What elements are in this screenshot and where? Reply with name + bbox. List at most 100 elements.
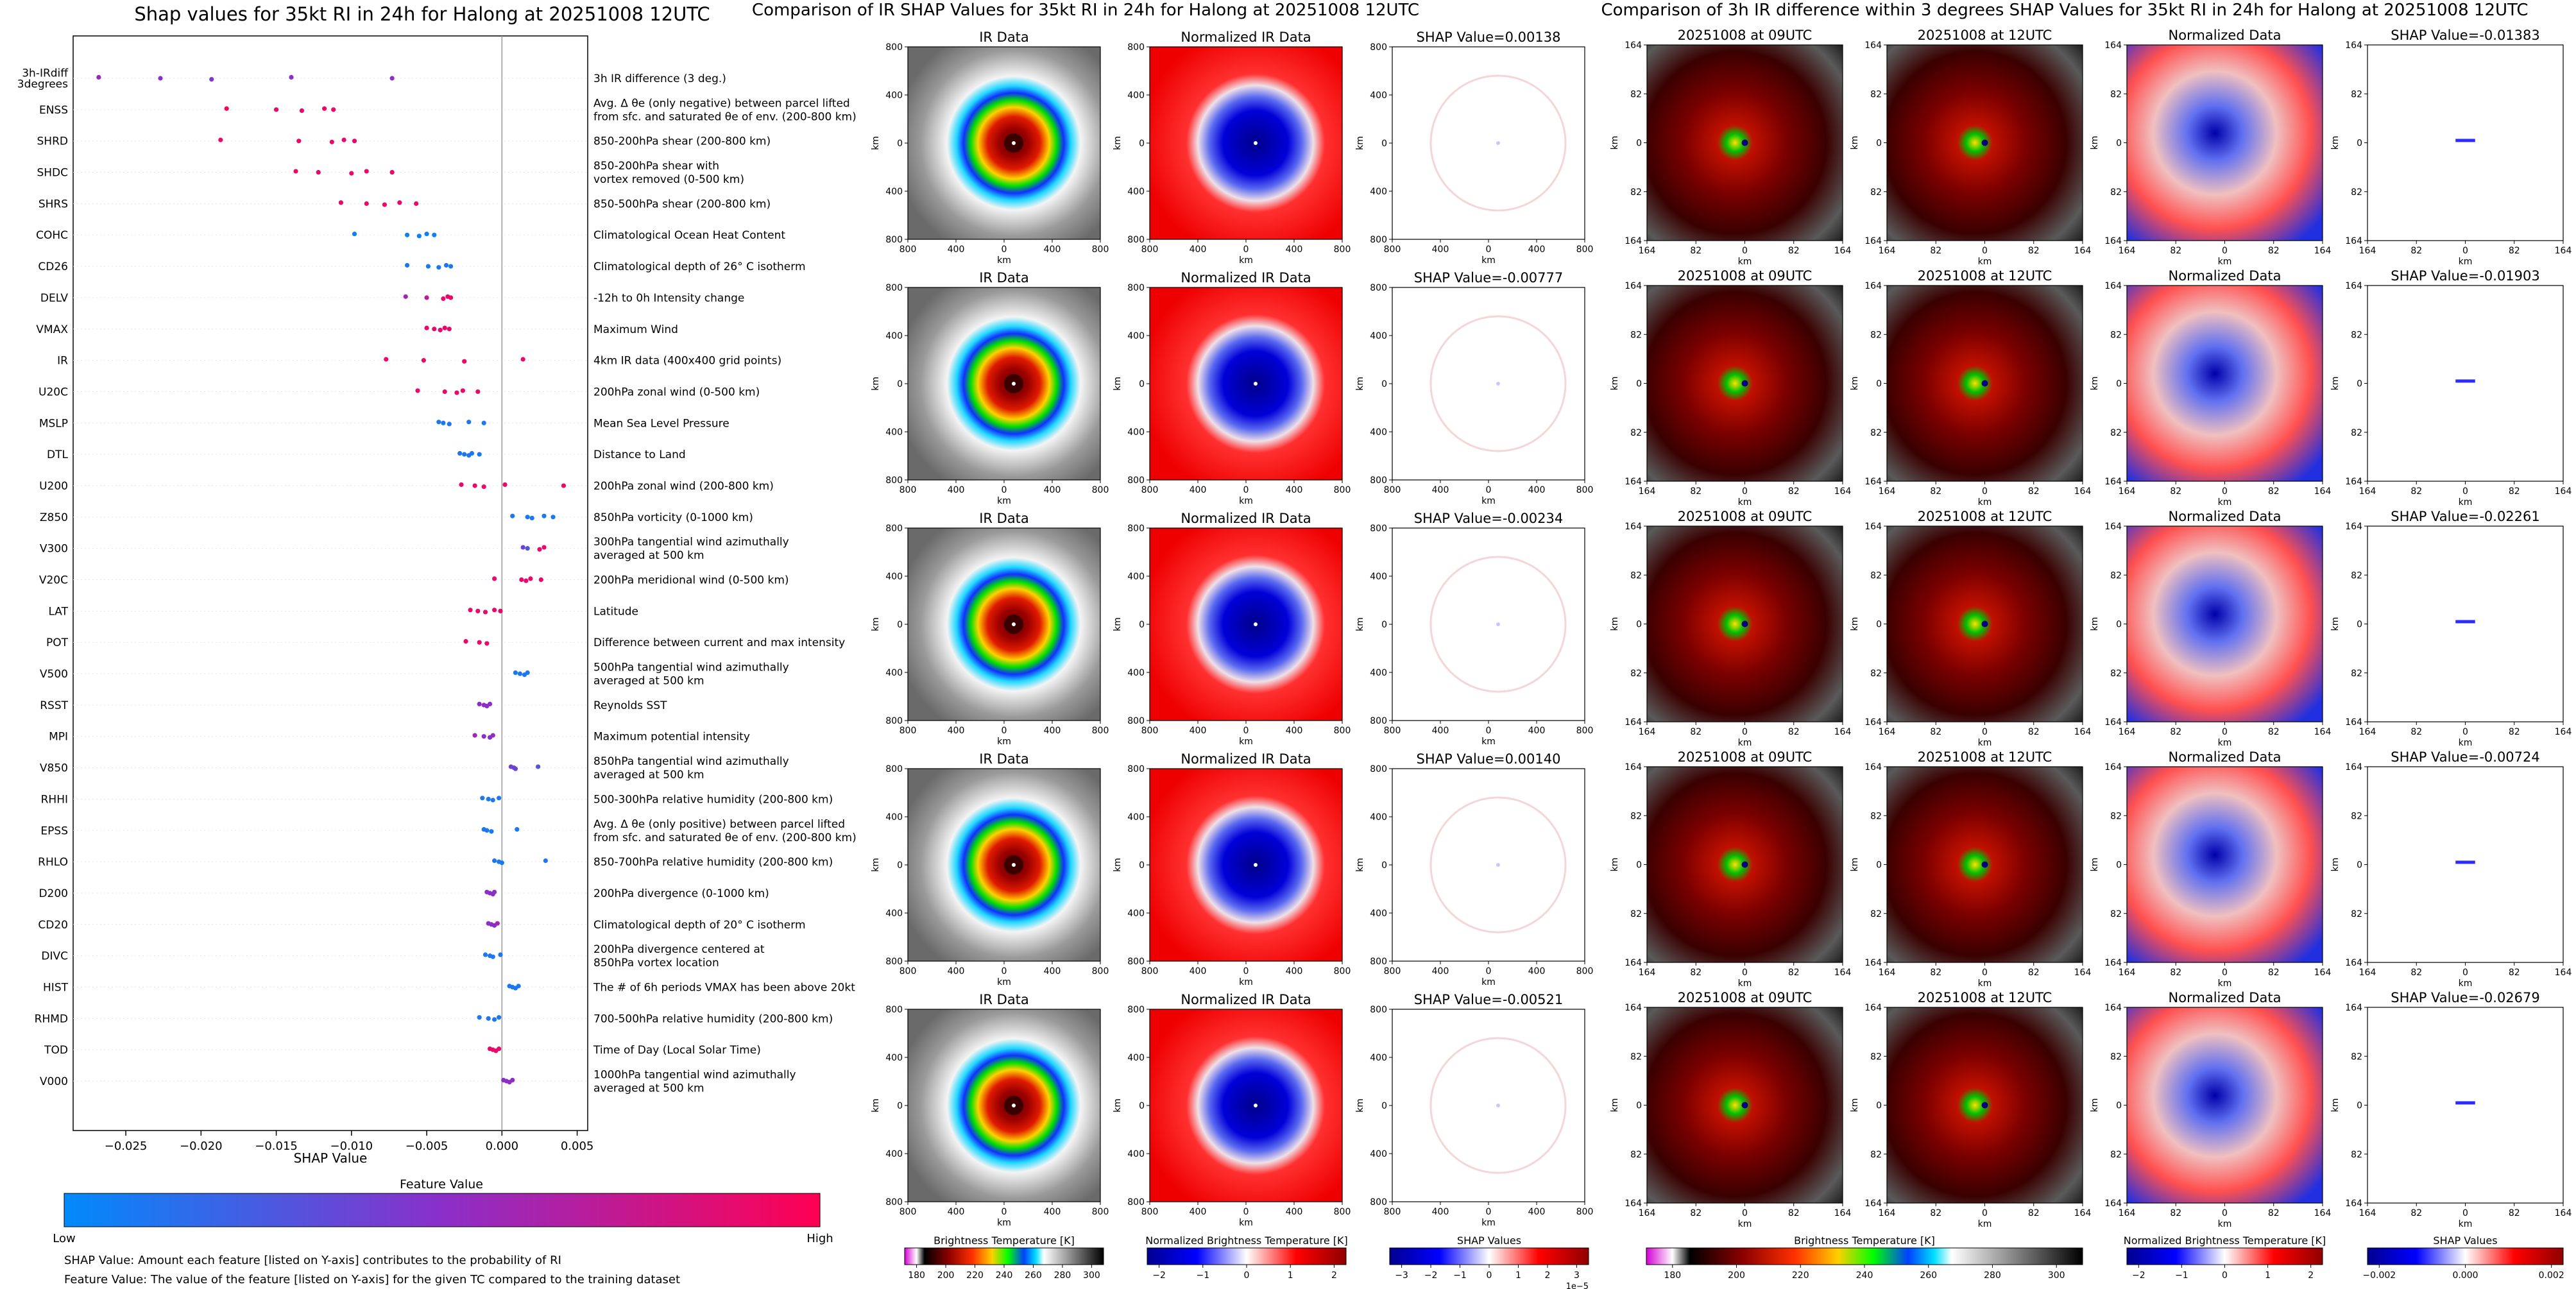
panel-x-tick-label: 800: [1384, 726, 1401, 736]
panel-y-tick-label: 164: [1864, 40, 1882, 51]
panel-x-tick-label: 164: [1834, 968, 1852, 978]
shap-point: [498, 608, 503, 613]
panel-x-tick-label: 0: [1486, 1207, 1492, 1217]
panel-y-tick-label: 0: [1381, 139, 1387, 149]
panel-y-tick-label: 0: [1636, 860, 1642, 871]
feature-name-label: MPI: [49, 731, 68, 744]
panel-title: Normalized Data: [2169, 509, 2282, 524]
panel-ylabel: km: [1355, 617, 1365, 631]
panel-y-tick-label: 82: [1870, 669, 1882, 679]
shap-point: [442, 389, 447, 395]
panel-x-tick-label: 164: [2119, 727, 2136, 737]
colorbar-tick-label: 220: [1792, 1270, 1809, 1281]
panel-x-tick-label: 82: [1690, 727, 1702, 737]
panel-y-tick-label: 0: [2357, 860, 2362, 871]
panel-y-tick-label: 164: [2345, 281, 2362, 291]
panel-x-tick-label: 400: [1044, 485, 1061, 495]
shap-point: [489, 829, 494, 834]
panel-title: Normalized IR Data: [1181, 751, 1311, 767]
panel-x-tick-label: 400: [1528, 966, 1546, 977]
panel-x-tick-label: 400: [1190, 726, 1207, 736]
panel-y-tick-label: 800: [1127, 1005, 1145, 1015]
shap-point: [389, 169, 395, 175]
panel-y-tick-label: 800: [885, 1197, 903, 1208]
shap-point: [484, 828, 490, 833]
shap-point: [502, 482, 508, 487]
panel-x-tick-label: 82: [2170, 727, 2181, 737]
image-panel: Normalized Data1641648282008282164164kmk…: [2090, 749, 2331, 989]
shap-center-blob: [2455, 379, 2475, 383]
shap-point: [460, 388, 465, 393]
panel-ylabel: km: [1113, 858, 1123, 872]
panel-ylabel: km: [1610, 858, 1620, 872]
panel-y-tick-label: 0: [2116, 620, 2122, 630]
feature-row: RHMD 700-500hPa relative humidity (200-80…: [35, 1012, 833, 1025]
panel-y-tick-label: 0: [2357, 379, 2362, 389]
panel-y-tick-label: 0: [1876, 139, 1882, 149]
image-panel: 20251008 at 09UTC1641648282008282164164k…: [1610, 268, 1851, 508]
panel-x-tick-label: 0: [2222, 727, 2228, 737]
feature-name-label: RHMD: [35, 1012, 68, 1025]
panel-y-tick-label: 82: [1870, 909, 1882, 919]
panel-y-tick-label: 82: [2351, 1150, 2362, 1160]
panel-x-tick-label: 400: [948, 244, 965, 255]
panel-x-tick-label: 0: [1486, 726, 1492, 736]
panel-x-tick-label: 164: [2314, 1208, 2332, 1218]
shap-point: [438, 327, 443, 332]
panel-x-tick-label: 82: [1690, 1208, 1702, 1218]
panel-y-tick-label: 800: [1370, 1005, 1387, 1015]
feature-description-label: Maximum Wind: [593, 323, 678, 336]
panel-y-tick-label: 82: [1870, 570, 1882, 581]
panel-x-tick-label: 82: [1788, 486, 1800, 497]
image-panel: 20251008 at 12UTC1641648282008282164164k…: [1850, 990, 2091, 1229]
panel-x-tick-label: 82: [2410, 246, 2422, 256]
panel-y-tick-label: 0: [1876, 1101, 1882, 1111]
panel-x-tick-label: 164: [2359, 1208, 2376, 1218]
feature-description-label: 300hPa tangential wind azimuthally averag…: [593, 536, 789, 562]
feature-row: DTL Distance to Land: [47, 448, 686, 461]
panel-x-tick-label: 82: [1690, 486, 1702, 497]
feature-row: U20C 200hPa zonal wind (0-500 km): [38, 386, 760, 398]
panel-y-tick-label: 82: [2110, 811, 2122, 821]
panel-y-tick-label: 164: [1864, 958, 1882, 968]
shap-image: [1392, 287, 1585, 480]
panel-title: 20251008 at 09UTC: [1678, 990, 1813, 1005]
panel-y-tick-label: 164: [1625, 40, 1642, 51]
panel-x-tick-label: 800: [1092, 726, 1109, 736]
colorbar-label: SHAP Values: [1457, 1234, 1521, 1247]
panel-y-tick-label: 800: [1370, 764, 1387, 774]
shap-point: [421, 357, 426, 363]
panel-ylabel: km: [2090, 617, 2100, 631]
panel-x-tick-label: 0: [2222, 1208, 2228, 1218]
shap-point: [477, 1015, 482, 1020]
panel-y-tick-label: 164: [1864, 762, 1882, 773]
panel-x-tick-label: 400: [1432, 966, 1449, 977]
panel-y-tick-label: 0: [897, 379, 903, 389]
panel-xlabel: km: [1481, 737, 1496, 747]
panel-title: IR Data: [979, 30, 1029, 45]
panel-y-tick-label: 0: [1636, 1101, 1642, 1111]
shap-point: [403, 294, 408, 299]
shap-point: [520, 545, 525, 550]
image-panel: SHAP Value=-0.01383164164828200828216416…: [2330, 28, 2572, 267]
panel-y-tick-label: 82: [1630, 1150, 1642, 1160]
panel-x-tick-label: 400: [1190, 1207, 1207, 1217]
feature-row: HIST The # of 6h periods VMAX has been ab…: [43, 981, 855, 994]
panel-ylabel: km: [871, 1098, 881, 1113]
irdiff-shap-image: [2367, 286, 2563, 481]
panel-x-tick-label: 0: [1982, 727, 1988, 737]
panel-y-tick-label: 0: [1876, 860, 1882, 871]
feature-row: RSST Reynolds SST: [40, 699, 667, 712]
shap-point: [492, 576, 497, 581]
shap-point: [510, 1077, 515, 1082]
colorbar-swatch: [1646, 1247, 2083, 1265]
feature-name-label: V20C: [39, 574, 68, 587]
panel-y-tick-label: 82: [2110, 330, 2122, 340]
panel-ylabel: km: [1355, 1098, 1365, 1113]
image-panel: 20251008 at 12UTC1641648282008282164164k…: [1850, 28, 2091, 267]
panel-y-tick-label: 0: [2357, 1101, 2362, 1111]
panel-ylabel: km: [1850, 858, 1860, 872]
feature-value-colorbar: [64, 1193, 821, 1227]
panel-y-tick-label: 164: [2104, 1199, 2122, 1209]
panel-y-tick-label: 164: [2345, 717, 2362, 728]
